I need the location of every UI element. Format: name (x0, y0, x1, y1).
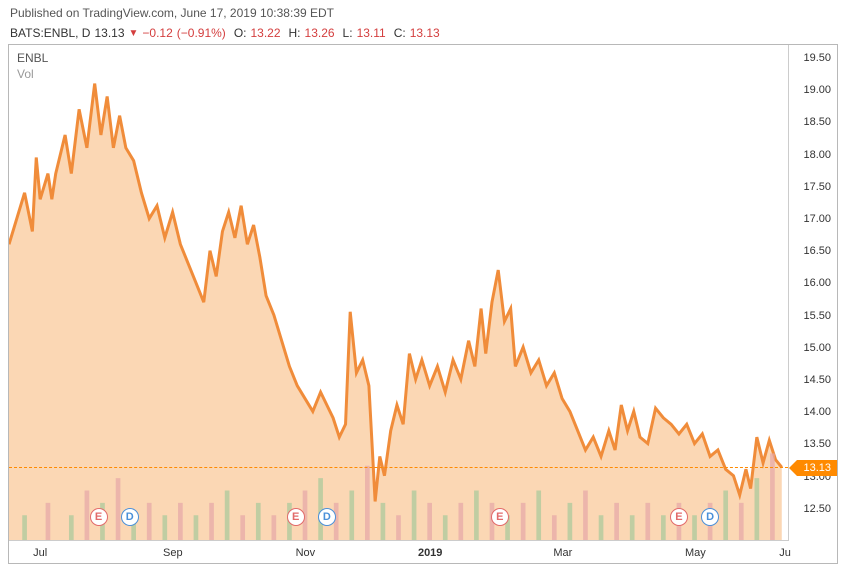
y-tick: 17.50 (803, 181, 831, 193)
x-tick: Nov (296, 547, 316, 559)
legend-volume: Vol (17, 67, 48, 83)
dividend-marker-icon[interactable]: D (121, 508, 139, 526)
ohlc-bar: BATS:ENBL, D 13.13 ▼ −0.12 (−0.91%) O:13… (10, 26, 836, 40)
x-tick: Jul (33, 547, 47, 559)
chart-header: Published on TradingView.com, June 17, 2… (0, 0, 846, 44)
dividend-marker-icon[interactable]: D (701, 508, 719, 526)
y-tick: 19.00 (803, 84, 831, 96)
price-flag: 13.13 (789, 460, 837, 476)
y-tick: 18.00 (803, 149, 831, 161)
change: −0.12 (142, 26, 172, 40)
high-label: H: (289, 26, 301, 40)
y-tick: 19.50 (803, 52, 831, 64)
x-tick: Sep (163, 547, 183, 559)
low-value: 13.11 (357, 26, 386, 40)
y-tick: 14.00 (803, 406, 831, 418)
y-tick: 13.50 (803, 438, 831, 450)
y-tick: 16.50 (803, 245, 831, 257)
earnings-marker-icon[interactable]: E (90, 508, 108, 526)
legend-symbol: ENBL (17, 51, 48, 67)
down-arrow-icon: ▼ (129, 28, 139, 39)
close-value: 13.13 (410, 26, 440, 40)
x-tick: Ju (779, 547, 791, 559)
y-tick: 12.50 (803, 503, 831, 515)
symbol: BATS:ENBL, D (10, 26, 90, 40)
high-value: 13.26 (305, 26, 335, 40)
y-tick: 14.50 (803, 374, 831, 386)
x-axis: Jul Sep Nov 2019 Mar May Ju (9, 541, 789, 563)
price-line (9, 467, 788, 468)
chart-legend: ENBL Vol (17, 51, 48, 82)
close-label: C: (394, 26, 406, 40)
low-label: L: (343, 26, 353, 40)
y-tick: 16.00 (803, 277, 831, 289)
open-value: 13.22 (250, 26, 280, 40)
dividend-marker-icon[interactable]: D (318, 508, 336, 526)
x-tick: 2019 (418, 547, 442, 559)
plot-area[interactable]: ENBL Vol EDEDEED (9, 45, 789, 541)
earnings-marker-icon[interactable]: E (670, 508, 688, 526)
y-tick: 15.00 (803, 342, 831, 354)
y-tick: 17.00 (803, 213, 831, 225)
y-tick: 15.50 (803, 310, 831, 322)
change-pct: (−0.91%) (177, 26, 226, 40)
earnings-marker-icon[interactable]: E (491, 508, 509, 526)
y-tick: 18.50 (803, 116, 831, 128)
open-label: O: (234, 26, 247, 40)
published-line: Published on TradingView.com, June 17, 2… (10, 6, 836, 20)
area-chart-svg (9, 45, 788, 540)
x-tick: May (685, 547, 706, 559)
last-price: 13.13 (94, 26, 124, 40)
earnings-marker-icon[interactable]: E (287, 508, 305, 526)
y-axis: 19.50 19.00 18.50 18.00 17.50 17.00 16.50 16.00… (789, 45, 837, 541)
x-tick: Mar (553, 547, 572, 559)
chart-container: ENBL Vol EDEDEED 19.5019.0018.5018.0017.… (8, 44, 838, 564)
